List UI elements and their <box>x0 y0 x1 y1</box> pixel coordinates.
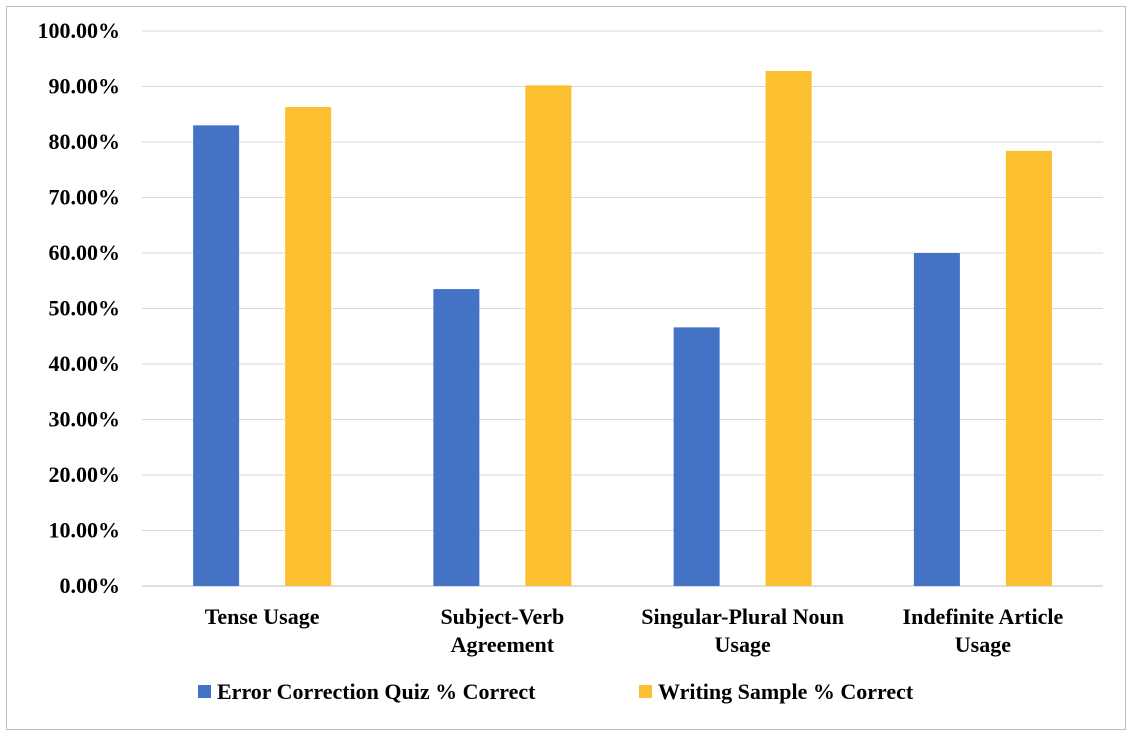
x-tick-label: Indefinite Article <box>903 604 1064 629</box>
y-tick-label: 10.00% <box>49 518 121 543</box>
bar-writing-sample-3 <box>1005 150 1052 586</box>
legend-swatch-error-correction <box>198 685 211 698</box>
y-tick-label: 50.00% <box>49 296 121 321</box>
x-tick-label: Subject-Verb <box>440 604 564 629</box>
bar-error-correction-1 <box>433 289 480 586</box>
y-tick-label: 60.00% <box>49 240 121 265</box>
y-tick-label: 90.00% <box>49 74 121 99</box>
y-tick-label: 20.00% <box>49 462 121 487</box>
y-tick-label: 40.00% <box>49 351 121 376</box>
bar-error-correction-2 <box>673 327 720 586</box>
x-tick-label: Singular-Plural Noun <box>641 604 844 629</box>
bar-error-correction-3 <box>913 253 960 586</box>
x-tick-label: Tense Usage <box>205 604 320 629</box>
x-tick-label: Usage <box>715 632 771 657</box>
legend-label-error-correction: Error Correction Quiz % Correct <box>217 679 536 704</box>
legend-label-writing-sample: Writing Sample % Correct <box>658 679 914 704</box>
legend-swatch-writing-sample <box>639 685 652 698</box>
y-tick-label: 0.00% <box>60 573 121 598</box>
y-tick-label: 80.00% <box>49 129 121 154</box>
bar-writing-sample-0 <box>285 107 332 586</box>
bar-error-correction-0 <box>193 125 240 586</box>
bar-writing-sample-1 <box>525 85 572 586</box>
x-tick-label: Agreement <box>451 632 555 657</box>
x-tick-label: Usage <box>955 632 1011 657</box>
y-tick-label: 70.00% <box>49 185 121 210</box>
y-tick-label: 30.00% <box>49 407 121 432</box>
y-tick-label: 100.00% <box>38 18 121 43</box>
bar-writing-sample-2 <box>765 70 812 586</box>
